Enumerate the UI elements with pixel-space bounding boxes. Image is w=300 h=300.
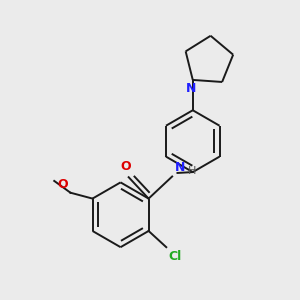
Text: N: N bbox=[186, 82, 196, 95]
Text: O: O bbox=[57, 178, 68, 191]
Text: H: H bbox=[188, 166, 196, 176]
Text: O: O bbox=[120, 160, 131, 173]
Text: Cl: Cl bbox=[169, 250, 182, 262]
Text: N: N bbox=[175, 160, 185, 174]
